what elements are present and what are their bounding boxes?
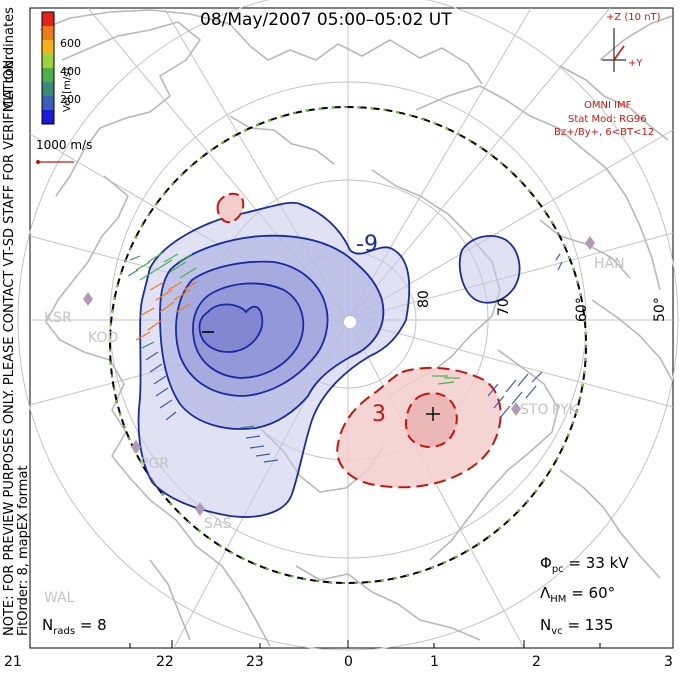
nvc-symbol: N [540, 616, 552, 634]
negative-potential-cell [137, 201, 521, 518]
colorbar-swatch [42, 54, 54, 69]
fit-order-label: FitOrder: 8, mapEX format [16, 465, 31, 636]
potential-max-marker [426, 407, 440, 421]
preview-note: NOTE: FOR PREVIEW PURPOSES ONLY. PLEASE … [2, 55, 17, 636]
nvc-value: = 135 [567, 616, 614, 634]
station-han: HAN [594, 256, 625, 272]
colorbar-swatch [42, 110, 54, 125]
station-ksr: KSR [44, 310, 72, 326]
phi-pc-symbol: Φ [540, 554, 552, 572]
lat-label-50: 50° [652, 297, 668, 322]
station-markers [83, 236, 595, 516]
hm-boundary-green [109, 106, 587, 584]
mlt-label-2: 2 [532, 654, 541, 670]
pole-marker [344, 316, 356, 328]
station-sto: STO [520, 402, 549, 418]
colorbar-frame [41, 11, 55, 125]
neg-contour-right [458, 235, 521, 304]
contour-label-pos: 3 [372, 402, 386, 427]
lat-label-70: 70 [496, 298, 512, 316]
nrads-value: = 8 [79, 616, 107, 634]
colorbar-swatch [42, 26, 54, 41]
scale-vector-label: 1000 m/s [36, 138, 93, 152]
lat-label-80: 80 [416, 290, 432, 308]
nvc-stat: Nvc = 135 [540, 616, 613, 637]
phi-pc-value: = 33 kV [568, 554, 629, 572]
mlt-label-0: 0 [344, 654, 353, 670]
nrads-subscript: rads [53, 626, 76, 637]
mlt-label-1: 1 [430, 654, 439, 670]
imf-conditions: Bz+/By+, 6<BT<12 [554, 127, 655, 138]
colorbar-swatch [42, 96, 54, 111]
lambda-hm-value: = 60° [571, 584, 616, 602]
imf-z-label: +Z (10 nT) [606, 12, 661, 23]
lambda-hm-subscript: HM [550, 594, 567, 605]
colorbar-swatch [42, 82, 54, 97]
station-wal: WAL [44, 590, 75, 606]
phi-pc-subscript: pc [551, 564, 564, 575]
imf-source: OMNI IMF [584, 100, 632, 111]
nrads-symbol: N [42, 616, 54, 634]
lambda-hm-stat: ΛHM = 60° [540, 584, 615, 605]
pos-contour-inner [404, 392, 458, 448]
station-pyk: PYK [552, 402, 578, 418]
colorbar-label: Vel [m/s] [62, 67, 73, 112]
lambda-hm-symbol: Λ [540, 584, 551, 602]
imf-stat-mod: Stat Mod: RG96 [568, 114, 647, 125]
scale-vector [36, 160, 74, 164]
lat-label-60: 60° [574, 297, 590, 322]
contour-label-neg: -9 [356, 232, 378, 257]
velocity-vectors [127, 251, 563, 463]
pos-contour-small [216, 192, 245, 224]
map-title: 08/May/2007 05:00–05:02 UT [200, 10, 452, 30]
colorbar-swatch [42, 12, 54, 27]
mlt-label-21: 21 [4, 654, 22, 670]
phi-pc-stat: Φpc = 33 kV [540, 554, 629, 575]
station-pgr: PGR [140, 456, 170, 472]
colorbar-tick-200: 200 [60, 93, 81, 106]
imf-y-label: +Y [628, 58, 643, 69]
colorbar-tick-400: 400 [60, 65, 81, 78]
colorbar-tick-600: 600 [60, 37, 81, 50]
station-kod: KOD [88, 330, 119, 346]
nrads-stat: Nrads = 8 [42, 616, 107, 637]
colorbar-swatch [42, 68, 54, 83]
positive-potential-cell [216, 192, 502, 489]
imf-dial [602, 28, 626, 72]
neg-contour-inner [198, 303, 264, 353]
mlt-label-23: 23 [246, 654, 264, 670]
mlt-label-3: 3 [664, 654, 673, 670]
colorbar-swatch [42, 40, 54, 55]
velocity-colorbar [41, 11, 55, 125]
mlt-label-22: 22 [156, 654, 174, 670]
nvc-subscript: vc [551, 626, 563, 637]
mlt-tick-marks [29, 640, 674, 648]
station-sas: SAS [204, 516, 232, 532]
